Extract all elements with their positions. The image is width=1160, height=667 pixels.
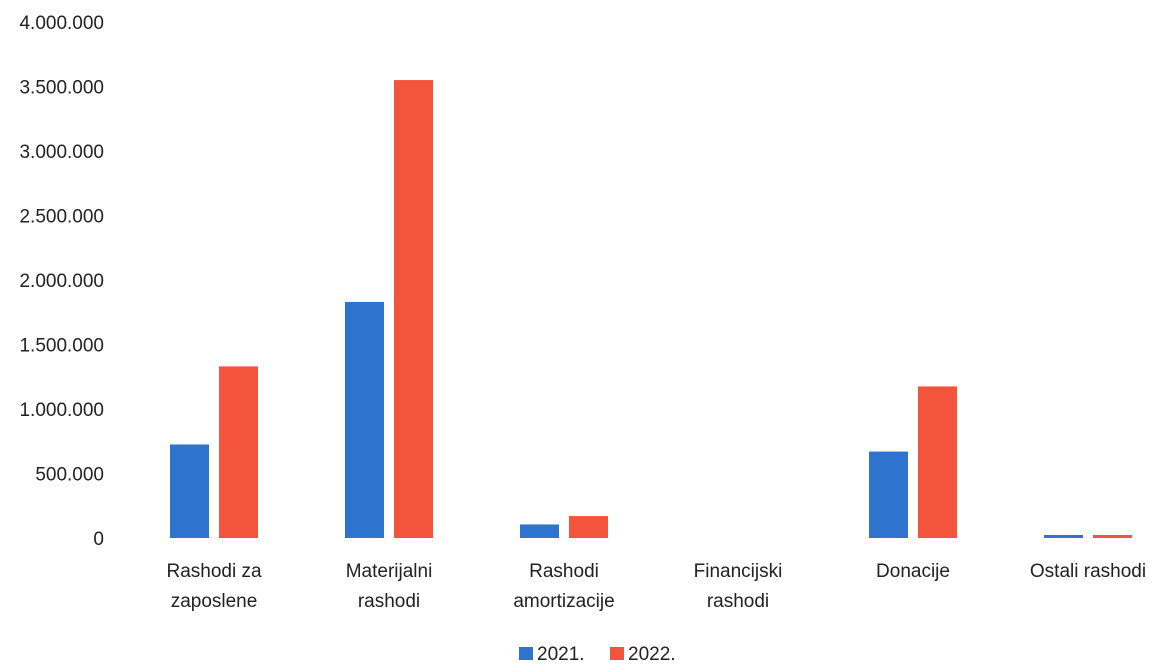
y-tick-label: 3.500.000 xyxy=(19,78,104,99)
x-tick-label: rashodi xyxy=(358,591,420,612)
bar-2022-0 xyxy=(219,366,258,538)
x-tick-label: Rashodi xyxy=(529,561,599,582)
bar-2022-2 xyxy=(569,516,608,538)
x-tick-label: Donacije xyxy=(876,561,950,582)
legend-label: 2022. xyxy=(628,644,676,662)
bar-2021-4 xyxy=(869,451,908,538)
bar-2022-4 xyxy=(918,386,957,538)
legend-label: 2021. xyxy=(537,644,585,662)
legend-swatch-2022 xyxy=(610,647,624,660)
x-tick-label: Financijski xyxy=(694,561,783,582)
legend: 2021. 2022. xyxy=(519,644,676,665)
y-tick-label: 0 xyxy=(93,529,104,550)
bar-2022-5 xyxy=(1093,535,1132,538)
x-tick-label: zaposlene xyxy=(171,591,258,612)
x-tick-label: Materijalni xyxy=(346,561,433,582)
y-axis: 0 500.000 1.000.000 1.500.000 2.000.000 2.500… xyxy=(19,13,104,550)
y-tick-label: 2.000.000 xyxy=(19,271,104,292)
y-tick-label: 1.000.000 xyxy=(19,400,104,421)
bar-2021-0 xyxy=(170,444,209,538)
legend-swatch-2021 xyxy=(519,647,533,660)
bar-2022-1 xyxy=(394,80,433,539)
y-tick-label: 500.000 xyxy=(35,465,104,486)
bar-2021-2 xyxy=(520,524,559,538)
bar-2021-1 xyxy=(345,301,384,538)
x-tick-label: amortizacije xyxy=(513,591,614,612)
x-axis: Rashodi za zaposlene Materijalni rashodi Ras… xyxy=(166,561,1146,612)
x-tick-label: rashodi xyxy=(707,591,769,612)
bars xyxy=(170,80,1132,539)
x-tick-label: Ostali rashodi xyxy=(1030,561,1146,582)
bar-2021-5 xyxy=(1044,535,1083,538)
y-tick-label: 4.000.000 xyxy=(19,13,104,34)
y-tick-label: 1.500.000 xyxy=(19,336,104,357)
y-tick-label: 3.000.000 xyxy=(19,142,104,163)
x-tick-label: Rashodi za xyxy=(166,561,261,582)
y-tick-label: 2.500.000 xyxy=(19,207,104,228)
